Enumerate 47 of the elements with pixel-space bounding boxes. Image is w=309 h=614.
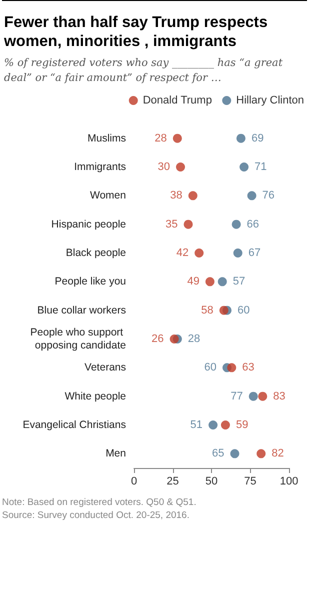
data-label: 76 xyxy=(262,190,275,202)
x-tick-label: 100 xyxy=(280,476,298,488)
data-label: 77 xyxy=(230,390,243,402)
y-tick-label: Immigrants xyxy=(74,161,126,173)
x-tick-label: 50 xyxy=(205,476,218,488)
y-tick-label: White people xyxy=(64,390,126,402)
x-tick-label: 75 xyxy=(244,476,256,488)
chart-title: Fewer than half say Trump respects women, minorities , immigrants xyxy=(3,13,269,51)
data-label: 66 xyxy=(246,218,260,230)
y-tick-label: Hispanic people xyxy=(51,218,126,230)
x-tick-label: 25 xyxy=(166,476,179,488)
data-label: 51 xyxy=(190,419,203,431)
data-label: 83 xyxy=(273,390,286,402)
text: Note: Based on registered voters. Q50 & Q51. xyxy=(2,496,198,509)
data-label: 57 xyxy=(232,276,246,288)
data-label: 58 xyxy=(201,304,214,316)
data-label: 38 xyxy=(170,190,182,202)
y-tick-label: Black people xyxy=(66,247,126,259)
data-label: 59 xyxy=(236,419,248,431)
data-label: 60 xyxy=(204,362,216,374)
data-label: 28 xyxy=(188,333,200,345)
data-label: 71 xyxy=(254,161,267,173)
data-label: 26 xyxy=(152,333,164,345)
data-label: 67 xyxy=(248,247,261,259)
y-tick-label: Blue collar workers xyxy=(37,304,126,316)
y-tick-label: People like you xyxy=(54,276,126,288)
legend-label: Donald Trump xyxy=(142,94,212,106)
data-label: 35 xyxy=(166,218,178,230)
data-label: 49 xyxy=(187,276,200,288)
data-label: 69 xyxy=(251,132,264,144)
data-label: 63 xyxy=(242,362,254,374)
data-label: 60 xyxy=(238,304,250,316)
y-tick-label: Men xyxy=(106,448,126,460)
y-tick-label: Women xyxy=(90,190,126,202)
data-label: 65 xyxy=(212,448,224,460)
y-tick-label: Evangelical Christians xyxy=(22,419,126,431)
legend-label: Hillary Clinton xyxy=(236,94,304,106)
y-tick-label: People who support opposing candidate xyxy=(30,326,126,352)
y-tick-label: Veterans xyxy=(84,362,126,374)
source-note: Source: Survey conducted Oct. 20-25, 2016. xyxy=(2,509,190,522)
chart-subtitle: % of registered voters who say ________ has “a great deal” or “a fair amount” of respect for … xyxy=(3,56,284,86)
data-label: 42 xyxy=(176,247,189,259)
x-tick-label: 0 xyxy=(130,476,138,488)
y-tick-label: Muslims xyxy=(88,132,126,144)
data-label: 30 xyxy=(158,161,170,173)
data-label: 82 xyxy=(272,448,284,460)
data-label: 28 xyxy=(154,132,167,144)
